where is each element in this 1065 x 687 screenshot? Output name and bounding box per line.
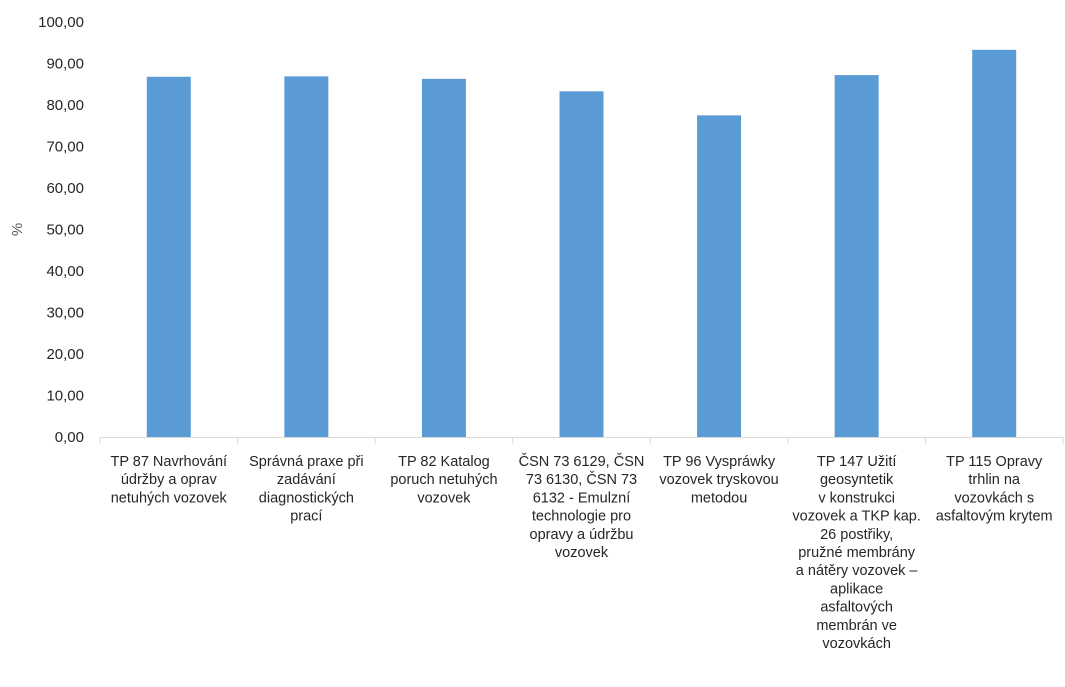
x-category-label: Správná praxe při zadávání diagnostických p… [249, 454, 363, 525]
x-category-label-line: TP 87 Navrhování [110, 454, 227, 470]
bars [146, 49, 1017, 438]
bar-1 [146, 76, 191, 437]
x-category-label-line: asfaltových [820, 600, 893, 616]
x-category-label: ČSN 73 6129, ČSN 73 6130, ČSN 73 6132 - Em… [519, 453, 645, 561]
bar-4 [559, 91, 604, 438]
x-category-label: TP 147 Užití geosyntetik v konstrukci vozov… [792, 454, 920, 652]
x-category-label-line: vozovek [417, 490, 471, 506]
x-category-label-line: 26 postřiky, [820, 527, 893, 543]
bar-5 [697, 115, 742, 437]
y-tick-label: 30,00 [46, 305, 84, 322]
x-category-label-line: 6132 - Emulzní [533, 490, 631, 506]
x-category-label-line: asfaltovým krytem [936, 509, 1053, 525]
y-tick-label: 90,00 [46, 56, 84, 73]
x-category-label: TP 82 Katalog poruch netuhých vozovek [390, 454, 497, 506]
x-category-label-line: vozovek [555, 545, 609, 561]
y-tick-label: 60,00 [46, 180, 84, 197]
y-tick-label: 40,00 [46, 263, 84, 280]
bar-3 [421, 78, 466, 437]
x-category-label-line: pružné membrány [798, 545, 916, 561]
x-category-label-line: geosyntetik [820, 472, 894, 488]
y-tick-label: 20,00 [46, 346, 84, 363]
x-category-label-line: Správná praxe při [249, 454, 363, 470]
x-axis-labels: TP 87 Navrhování údržby a oprav netuhých v… [110, 453, 1052, 652]
x-category-label-line: zadávání [277, 472, 336, 488]
x-category-label-line: vozovkách s [954, 490, 1034, 506]
x-category-label-line: vozovek a TKP kap. [792, 509, 920, 525]
x-category-label-line: v konstrukci [818, 490, 895, 506]
x-category-label: TP 87 Navrhování údržby a oprav netuhých v… [110, 454, 227, 506]
y-axis-ticks: 0,00 10,00 20,00 30,00 40,00 50,00 60,00 70,00 8… [38, 14, 84, 446]
bar-6 [834, 75, 879, 438]
x-category-label-line: údržby a oprav [121, 472, 218, 488]
x-category-label-line: vozovkách [822, 636, 891, 652]
x-category-label-line: netuhých vozovek [111, 490, 228, 506]
x-category-label-line: trhlin na [968, 472, 1021, 488]
x-category-label-line: vozovek tryskovou [659, 472, 778, 488]
x-category-label-line: TP 96 Vyspráwky [663, 454, 776, 470]
y-tick-label: 70,00 [46, 139, 84, 156]
x-category-label-line: aplikace [830, 581, 883, 597]
y-tick-label: 100,00 [38, 14, 84, 31]
x-category-label-line: opravy a údržbu [530, 527, 634, 543]
x-category-label-line: prací [290, 509, 322, 525]
x-category-label-line: diagnostických [259, 490, 354, 506]
y-tick-label: 10,00 [46, 388, 84, 405]
x-category-label-line: membrán ve [816, 618, 897, 634]
x-category-label: TP 96 Vyspráwky vozovek tryskovou metodou [659, 454, 778, 506]
y-tick-label: 0,00 [55, 429, 84, 446]
x-category-label-line: TP 82 Katalog [398, 454, 490, 470]
x-category-label-line: metodou [691, 490, 747, 506]
x-axis-dividers [99, 437, 1064, 444]
x-category-label-line: TP 147 Užití [817, 454, 897, 470]
x-category-label-line: ČSN 73 6129, ČSN [519, 453, 645, 470]
y-axis-label: % [9, 223, 26, 236]
x-category-label-line: TP 115 Opravy [946, 454, 1043, 470]
x-category-label-line: technologie pro [532, 509, 631, 525]
y-tick-label: 50,00 [46, 222, 84, 239]
x-category-label-line: a nátěry vozovek – [796, 563, 919, 579]
x-category-label-line: 73 6130, ČSN 73 [526, 471, 637, 488]
y-tick-label: 80,00 [46, 97, 84, 114]
bar-2 [284, 76, 329, 438]
x-category-label: TP 115 Opravy trhlin na vozovkách s asfalto… [936, 454, 1053, 525]
bar-7 [972, 49, 1017, 438]
x-category-label-line: poruch netuhých [390, 472, 497, 488]
